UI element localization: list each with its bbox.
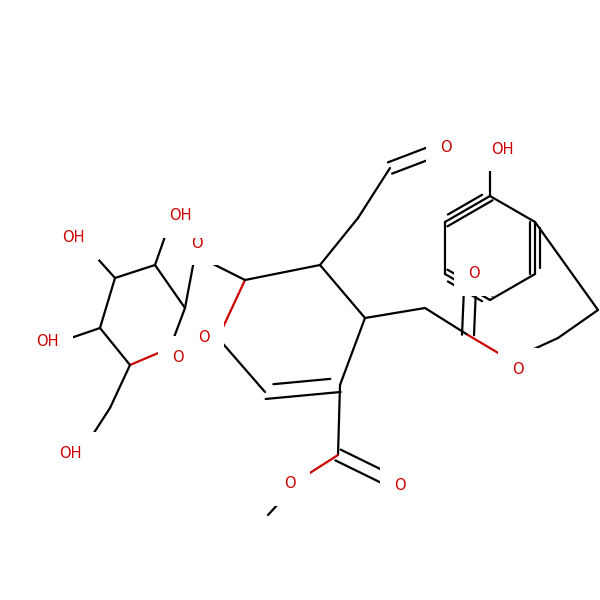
Text: OH: OH — [62, 230, 84, 245]
Text: O: O — [198, 331, 210, 346]
Text: OH: OH — [491, 142, 513, 157]
Text: O: O — [191, 235, 203, 251]
Text: OH: OH — [36, 335, 58, 349]
Text: O: O — [440, 140, 452, 155]
Text: OH: OH — [169, 208, 191, 223]
Text: O: O — [172, 350, 184, 365]
Text: OH: OH — [59, 446, 81, 461]
Text: O: O — [468, 266, 480, 281]
Text: O: O — [512, 362, 524, 377]
Text: O: O — [394, 479, 406, 493]
Text: O: O — [284, 476, 296, 491]
